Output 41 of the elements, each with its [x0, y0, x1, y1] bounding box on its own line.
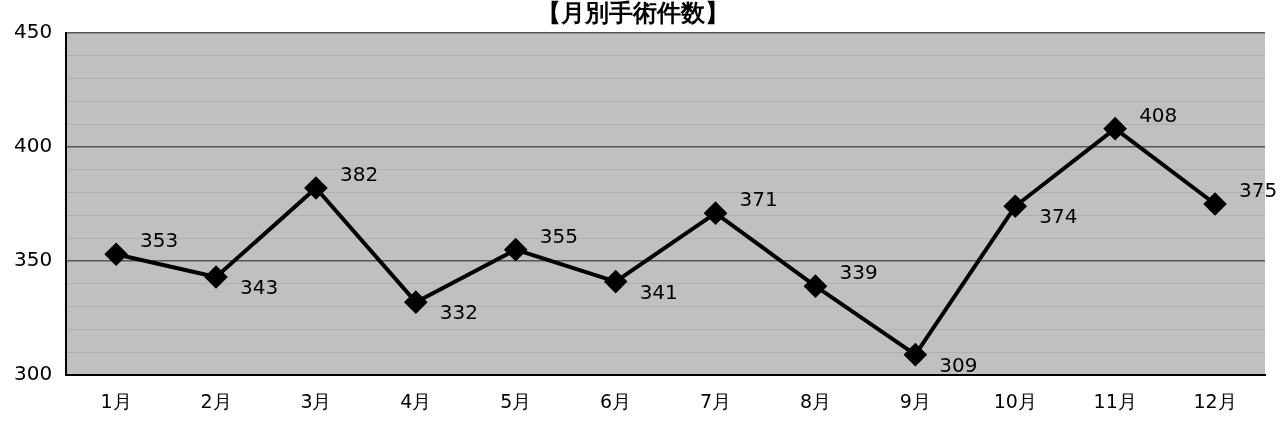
point: [704, 202, 727, 225]
data-label: 332: [439, 300, 479, 325]
data-label: 371: [739, 187, 778, 212]
y-tick-label: 400: [13, 133, 53, 158]
point: [1204, 193, 1227, 215]
point: [404, 291, 427, 314]
data-label: 408: [1139, 102, 1178, 127]
data-label: 382: [339, 162, 379, 187]
x-tick-label: 10月: [993, 389, 1037, 412]
y-tick-label: 450: [13, 19, 53, 43]
point: [105, 243, 128, 266]
point: [804, 275, 827, 298]
x-tick-label: 1月: [100, 389, 132, 412]
point: [504, 238, 527, 261]
data-label: 374: [1039, 204, 1078, 229]
chart-title: 【月別手術件数】: [536, 0, 729, 27]
data-label: 353: [140, 228, 179, 253]
x-tick-label: 8月: [799, 389, 831, 412]
point: [205, 266, 228, 289]
data-label: 341: [639, 279, 678, 304]
x-tick-label: 12月: [1193, 389, 1237, 412]
x-tick-label: 11月: [1093, 389, 1137, 412]
x-tick-label: 2月: [200, 389, 232, 412]
data-label: 309: [939, 352, 978, 377]
point: [1104, 117, 1127, 140]
data-label: 343: [240, 275, 279, 300]
point: [1004, 195, 1027, 218]
x-tick-label: 3月: [300, 389, 332, 412]
y-tick-label: 350: [13, 247, 53, 272]
data-label: 375: [1239, 178, 1278, 203]
point: [604, 270, 627, 293]
data-label: 355: [539, 223, 578, 248]
x-tick-label: 7月: [699, 389, 732, 412]
y-tick-label: 300: [13, 361, 53, 386]
x-tick-label: 9月: [899, 389, 931, 412]
point: [904, 343, 927, 366]
x-tick-label: 6月: [600, 389, 632, 412]
data-label: 339: [839, 260, 878, 285]
point: [304, 177, 327, 200]
x-tick-label: 4月: [400, 389, 432, 412]
x-tick-label: 5月: [500, 389, 532, 412]
